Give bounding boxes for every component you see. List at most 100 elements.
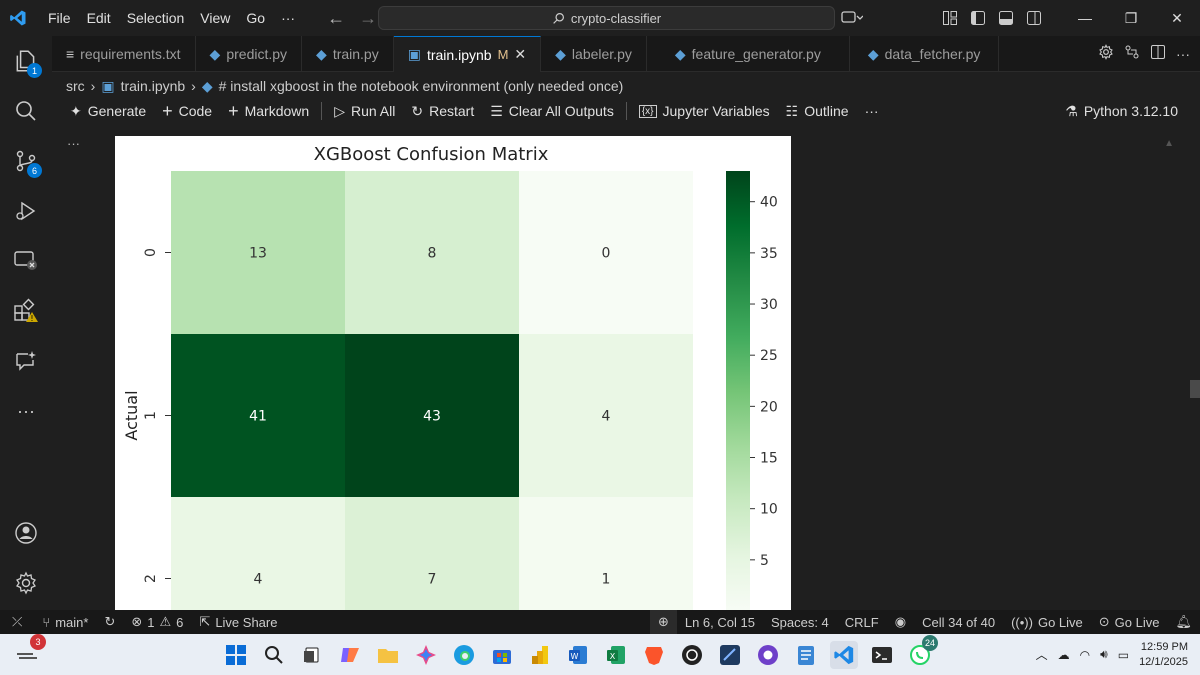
whatsapp-app[interactable]: 24 [906,634,938,669]
menu-selection[interactable]: Selection [126,10,185,26]
run-debug-icon[interactable] [0,186,52,236]
tab-labeler[interactable]: ◆ labeler.py [541,36,647,72]
notepad-app[interactable] [792,641,820,669]
taskbar-search-button[interactable] [260,641,288,669]
power-bi-app[interactable] [526,641,554,669]
gemini-app[interactable] [412,641,440,669]
explorer-icon[interactable]: 1 [0,36,52,86]
colorbar-tick-label: 40 [760,195,778,211]
tab-feature-generator[interactable]: ◆ feature_generator.py [647,36,850,72]
breadcrumb-folder[interactable]: src [66,78,85,94]
tab-predict[interactable]: ◆ predict.py [196,36,303,72]
close-tab-icon[interactable]: ✕ [514,46,527,62]
scrollbar-thumb[interactable] [1190,380,1200,398]
back-arrow-icon[interactable]: ← [327,7,346,28]
cell-indicator[interactable]: Cell 34 of 40 [922,614,996,630]
go-live-button-2[interactable]: ⊙ Go Live [1091,614,1168,630]
file-explorer-app[interactable] [374,641,402,669]
line-ending[interactable]: CRLF [844,614,879,630]
zoom-indicator[interactable]: ⊕ [649,610,677,634]
jupyter-variables-button[interactable]: {x} Jupyter Variables [631,103,778,119]
github-desktop-app[interactable] [754,641,782,669]
forward-arrow-icon[interactable]: → [359,7,378,28]
search-view-icon[interactable] [0,86,52,136]
menu-more[interactable]: ··· [281,10,296,26]
branch-indicator[interactable]: ⑂ main* [34,615,96,630]
toggle-panel-icon[interactable] [992,10,1020,26]
clock[interactable]: 12:59 PM 12/1/2025 [1139,640,1188,670]
minimize-icon[interactable]: — [1078,9,1092,26]
edge-browser-app[interactable] [450,641,478,669]
excel-app[interactable]: X [602,641,630,669]
word-app[interactable]: W [564,641,592,669]
cell-output-menu[interactable]: ··· [67,136,80,151]
battery-icon[interactable]: ▭ [1117,647,1130,662]
accounts-icon[interactable] [0,508,52,558]
breadcrumb-cell[interactable]: # install xgboost in the notebook enviro… [218,78,624,94]
toggle-primary-sidebar-icon[interactable] [964,10,992,26]
remote-explorer-icon[interactable] [0,236,52,286]
generate-button[interactable]: ✦ Generate [62,103,154,120]
run-all-button[interactable]: ▷ Run All [326,103,403,120]
breadcrumb-file[interactable]: train.ipynb [120,78,186,94]
split-editor-icon[interactable] [1150,44,1166,63]
menu-file[interactable]: File [48,10,71,26]
terminal-app[interactable] [868,641,896,669]
copilot-chat-icon[interactable] [838,10,866,26]
more-views-icon[interactable]: ··· [17,400,35,421]
toggle-secondary-sidebar-icon[interactable] [1020,10,1048,26]
tab-train-ipynb[interactable]: ▣ train.ipynb M ✕ [393,36,542,72]
copilot-status[interactable]: ◉ [887,614,914,630]
vscode-app[interactable] [830,640,858,669]
error-icon: ⊗ [131,614,143,629]
toolbar-more-button[interactable]: ··· [864,103,879,119]
menu-edit[interactable]: Edit [86,10,111,26]
cloud-status-icon[interactable]: ☁ [1057,647,1070,662]
indentation[interactable]: Spaces: 4 [770,614,829,630]
chat-icon[interactable] [0,336,52,386]
python-icon: ◆ [209,45,221,62]
wifi-icon[interactable]: ◠ [1079,647,1091,662]
remote-indicator[interactable]: ⤫ [0,614,34,630]
notifications-button[interactable]: 🔔︎ [1167,614,1200,630]
tab-data-fetcher[interactable]: ◆ data_fetcher.py [850,36,1000,72]
extensions-icon[interactable]: ! [0,286,52,336]
clear-outputs-button[interactable]: ☰ Clear All Outputs [482,103,622,120]
more-actions-icon[interactable]: ··· [1176,45,1190,62]
cell-value-label: 13 [249,246,267,262]
scroll-up-arrow-icon[interactable]: ▲ [1164,138,1174,149]
volume-icon[interactable]: 🔊︎ [1100,647,1108,661]
sync-button[interactable]: ↻ [96,614,123,630]
add-code-button[interactable]: + Code [154,101,220,122]
task-view-button[interactable] [298,641,326,669]
menu-view[interactable]: View [200,10,231,26]
cursor-position[interactable]: Ln 6, Col 15 [684,614,755,630]
outline-button[interactable]: ☷ Outline [778,103,857,120]
go-live-button-1[interactable]: ((•)) Go Live [1003,615,1091,630]
settings-gear-icon[interactable] [0,558,52,608]
live-share-button[interactable]: ⇱ Live Share [191,614,285,630]
menu-go[interactable]: Go [246,10,266,26]
compare-changes-icon[interactable] [1124,44,1140,63]
restore-icon[interactable]: ❐ [1124,9,1138,26]
show-hidden-icons-chevron-icon[interactable]: ︿ [1035,648,1048,662]
customize-layout-icon[interactable] [936,10,964,26]
markdown-label: Markdown [244,103,310,119]
problems-indicator[interactable]: ⊗ 1 ⚠ 6 [123,614,191,630]
chatgpt-app[interactable] [678,641,706,669]
brave-browser-app[interactable] [640,641,668,669]
pycharm-app[interactable] [716,641,744,669]
kernel-picker[interactable]: ⚗ Python 3.12.10 [1057,103,1186,120]
store-app[interactable] [488,641,516,669]
widgets-button[interactable]: 3 [14,634,46,668]
add-markdown-button[interactable]: + Markdown [220,101,317,122]
source-control-icon[interactable]: 6 [0,136,52,186]
gear-icon[interactable] [1098,44,1114,63]
command-center-search[interactable]: crypto-classifier [378,6,835,30]
close-window-icon[interactable]: ✕ [1171,9,1183,26]
restart-button[interactable]: ↻ Restart [403,103,482,120]
tab-train-py[interactable]: ◆ train.py [302,36,394,72]
copilot-app[interactable] [336,641,364,669]
start-button[interactable] [222,641,250,669]
tab-requirements[interactable]: ≡ requirements.txt [52,36,196,72]
